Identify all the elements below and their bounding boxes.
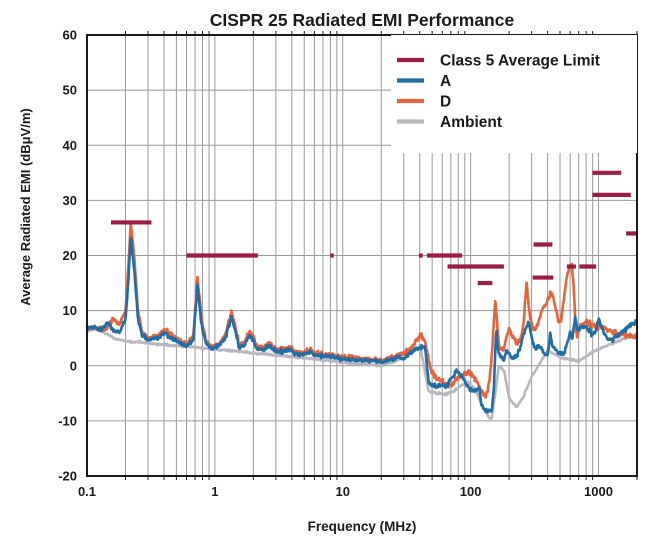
svg-text:30: 30 <box>63 193 77 208</box>
svg-text:20: 20 <box>63 248 77 263</box>
svg-text:A: A <box>440 73 451 90</box>
svg-text:0: 0 <box>70 358 77 373</box>
svg-text:10: 10 <box>63 303 77 318</box>
svg-text:-20: -20 <box>58 469 77 484</box>
svg-text:60: 60 <box>63 28 77 43</box>
svg-text:100: 100 <box>460 484 482 499</box>
svg-text:1: 1 <box>211 484 218 499</box>
svg-text:-10: -10 <box>58 413 77 428</box>
svg-text:1000: 1000 <box>584 484 613 499</box>
svg-text:40: 40 <box>63 138 77 153</box>
svg-text:D: D <box>440 94 451 111</box>
svg-text:0.1: 0.1 <box>78 484 96 499</box>
svg-text:Class 5 Average Limit: Class 5 Average Limit <box>440 53 600 70</box>
svg-text:50: 50 <box>63 83 77 98</box>
svg-text:10: 10 <box>336 484 350 499</box>
svg-text:Ambient: Ambient <box>440 114 502 131</box>
